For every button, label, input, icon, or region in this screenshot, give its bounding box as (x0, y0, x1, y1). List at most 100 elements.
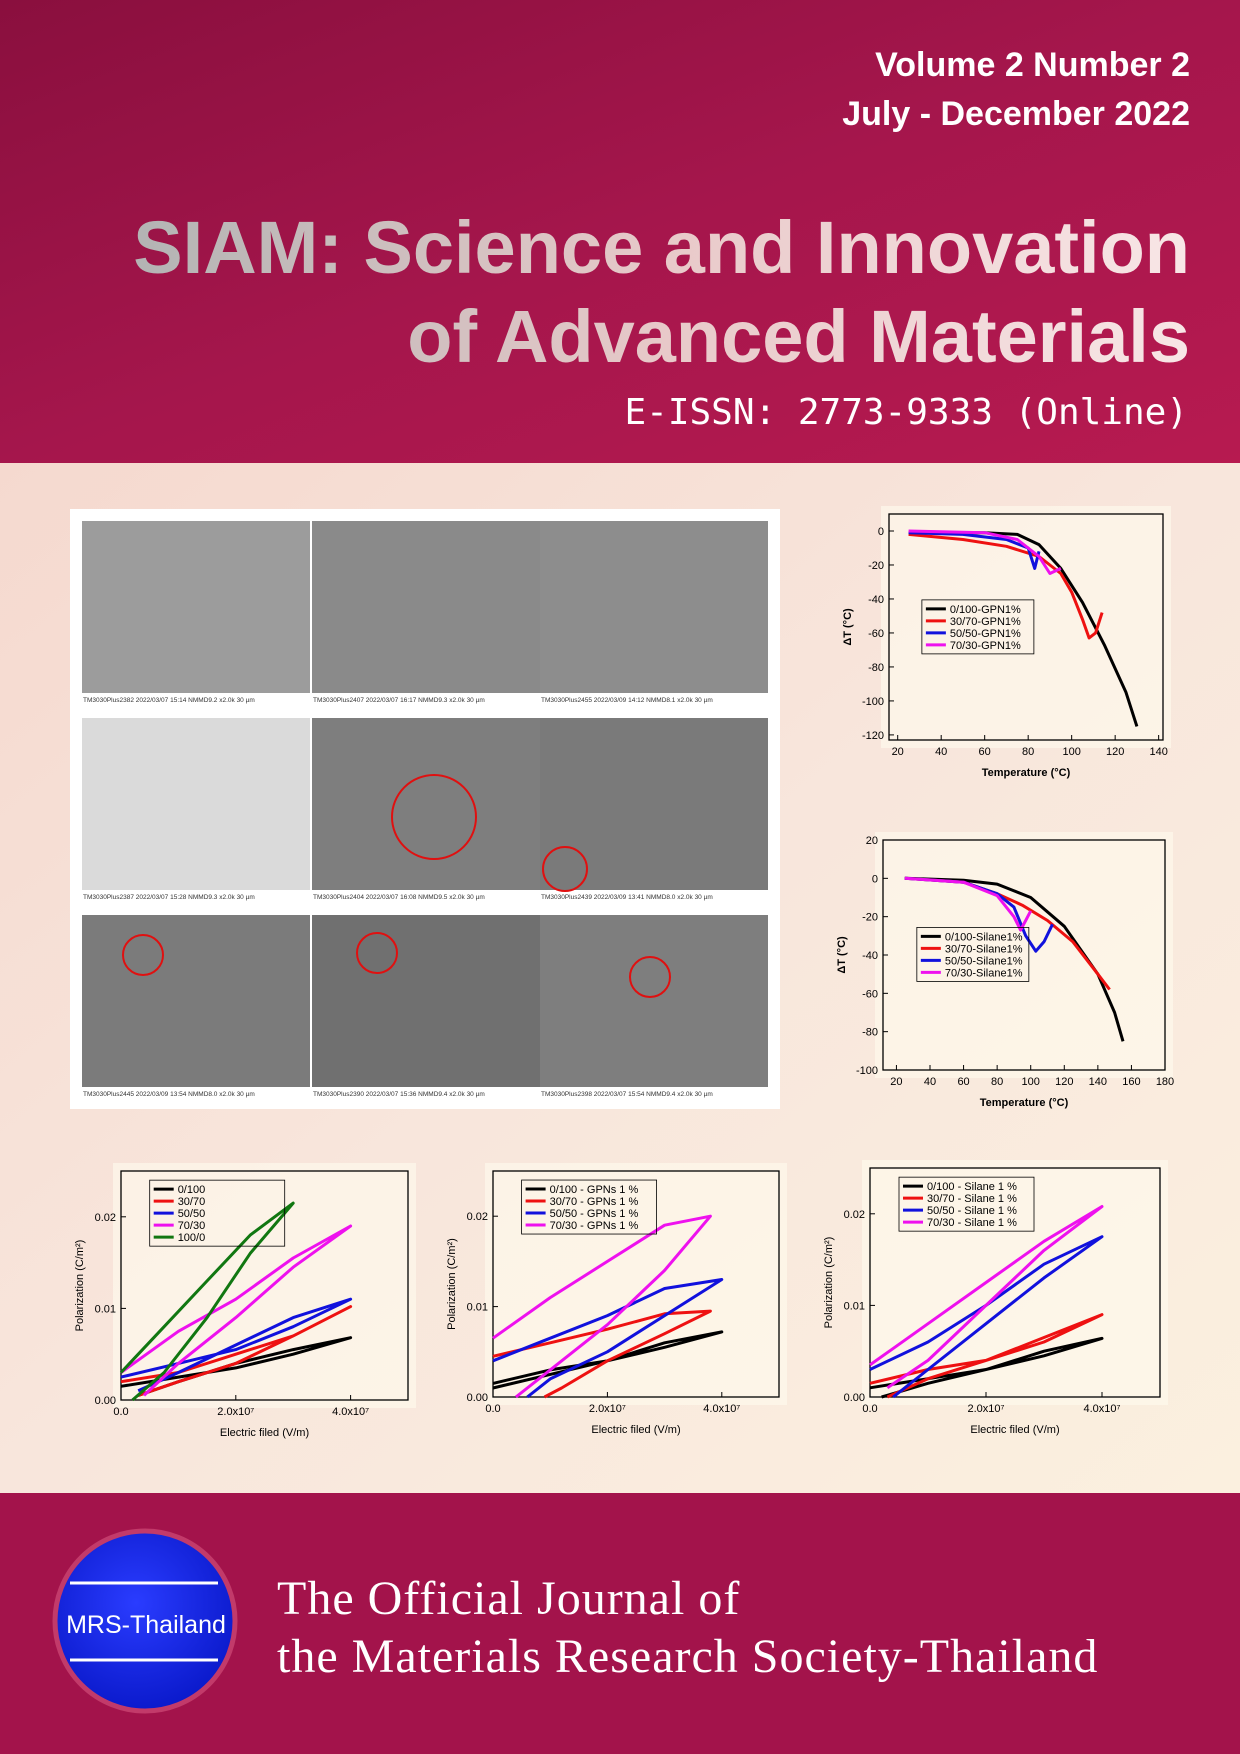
x-tick-label: 4.0x10⁷ (332, 1406, 369, 1418)
y-tick-label: 0 (872, 873, 878, 885)
header-band (0, 0, 1240, 463)
series-line (904, 876, 1125, 1042)
legend-box (149, 1179, 286, 1247)
x-axis-title: Electric filed (V/m) (220, 1427, 309, 1439)
series-line (492, 1309, 712, 1399)
legend-label: 30/70 - GPNs 1 % (550, 1196, 639, 1208)
y-tick-label: 0.02 (844, 1209, 865, 1221)
x-tick-label: 0.0 (485, 1403, 500, 1415)
x-tick-label: 100 (1022, 1076, 1040, 1088)
chart: 0.0 2.0x10⁷ 4.0x10⁷ 0.00 0.01 0.02 Electric fi… (823, 1160, 1168, 1436)
series-line (120, 1305, 353, 1397)
x-tick-label: 2.0x10⁷ (217, 1406, 254, 1418)
legend-label: 70/30 (178, 1220, 206, 1232)
y-tick-label: -60 (868, 628, 884, 640)
x-axis-title: Temperature (°C) (982, 767, 1071, 779)
sem-caption: TM3030Plus2398 2022/03/07 15:54 NMMD9.4 … (541, 1091, 713, 1098)
y-tick-label: 0.01 (95, 1303, 116, 1315)
y-axis-title: Polarization (C/m²) (74, 1240, 86, 1332)
y-axis-title: ΔT (°C) (836, 936, 848, 974)
y-tick-label: 20 (866, 835, 878, 847)
y-tick-label: -100 (862, 696, 884, 708)
legend-label: 30/70-Silane1% (945, 943, 1023, 955)
title-line: SIAM: Science and Innovation (133, 206, 1190, 289)
y-tick-label: 0.00 (95, 1395, 116, 1407)
sem-caption: TM3030Plus2382 2022/03/07 15:14 NMMD9.2 … (83, 697, 255, 704)
x-tick-label: 0.0 (113, 1406, 128, 1418)
sem-image (312, 915, 540, 1087)
legend-label: 30/70 - Silane 1 % (927, 1193, 1017, 1205)
chart: 0.0 2.0x10⁷ 4.0x10⁷ 0.00 0.01 0.02 Electric fi… (446, 1163, 787, 1436)
sem-image (540, 521, 768, 693)
legend-label: 0/100 (178, 1184, 206, 1196)
x-tick-label: 100 (1062, 746, 1080, 758)
footer-line: The Official Journal of (277, 1572, 740, 1625)
axes-frame (120, 1170, 409, 1401)
legend-box (921, 599, 1035, 655)
legend-label: 30/70-GPN1% (950, 616, 1021, 628)
y-tick-label: -80 (862, 1027, 878, 1039)
sem-image (82, 521, 310, 693)
x-tick-label: 60 (957, 1076, 969, 1088)
x-tick-label: 160 (1122, 1076, 1140, 1088)
x-tick-label: 0.0 (862, 1403, 877, 1415)
legend-label: 70/30 - Silane 1 % (927, 1217, 1017, 1229)
y-tick-label: 0.01 (467, 1302, 488, 1314)
series-line (904, 876, 1033, 932)
axes-frame (869, 1167, 1161, 1398)
y-tick-label: -40 (862, 950, 878, 962)
legend-label: 0/100-GPN1% (950, 604, 1021, 616)
y-tick-label: -40 (868, 594, 884, 606)
legend-box (916, 927, 1030, 982)
x-tick-label: 60 (979, 746, 991, 758)
title-line: of Advanced Materials (407, 295, 1190, 378)
series-line (908, 529, 1062, 575)
sem-caption: TM3030Plus2439 2022/03/09 13:41 NMMD8.0 … (541, 894, 713, 901)
sem-caption: TM3030Plus2407 2022/03/07 16:17 NMMD9.3 … (313, 697, 485, 704)
series-line (120, 1297, 353, 1393)
legend-label: 50/50-Silane1% (945, 955, 1023, 967)
x-tick-label: 140 (1089, 1076, 1107, 1088)
legend-label: 70/30-GPN1% (950, 640, 1021, 652)
legend-label: 0/100-Silane1% (945, 931, 1023, 943)
issn: E-ISSN: 2773-9333 (Online) (624, 392, 1188, 433)
sem-image (540, 718, 768, 890)
x-tick-label: 40 (924, 1076, 936, 1088)
series-line (492, 1214, 712, 1399)
legend-box (521, 1179, 657, 1235)
legend-label: 70/30-Silane1% (945, 967, 1023, 979)
highlight-circle (356, 932, 398, 974)
plot-area (881, 506, 1171, 748)
series-line (120, 1224, 353, 1397)
legend-label: 50/50-GPN1% (950, 628, 1021, 640)
y-tick-label: -20 (868, 560, 884, 572)
series-line (492, 1278, 724, 1399)
sem-image (312, 718, 540, 890)
plot-area (875, 832, 1173, 1078)
y-tick-label: 0.00 (467, 1392, 488, 1404)
x-tick-label: 4.0x10⁷ (703, 1403, 740, 1415)
sem-caption: TM3030Plus2387 2022/03/07 15:28 NMMD9.3 … (83, 894, 255, 901)
series-line (869, 1336, 1104, 1399)
sem-caption: TM3030Plus2404 2022/03/07 16:08 NMMD9.5 … (313, 894, 485, 901)
chart: 20 40 60 80 100 120 140 0 -20 -40 -60 -80 -100 -120 Te… (842, 506, 1171, 779)
sem-image (312, 521, 540, 693)
chart: 20 40 60 80 100 120 140 160 180200-20-40-60-80-1… (836, 832, 1174, 1109)
y-tick-label: 0 (878, 526, 884, 538)
highlight-circle (391, 774, 477, 860)
sem-caption: TM3030Plus2455 2022/03/09 14:12 NMMD8.1 … (541, 697, 713, 704)
x-tick-label: 120 (1106, 746, 1124, 758)
highlight-circle (542, 846, 588, 892)
plot-area (485, 1163, 787, 1405)
y-tick-label: -120 (862, 730, 884, 742)
x-tick-label: 2.0x10⁷ (589, 1403, 626, 1415)
sem-caption: TM3030Plus2390 2022/03/07 15:36 NMMD9.4 … (313, 1091, 485, 1098)
highlight-circle (629, 956, 671, 998)
x-tick-label: 20 (892, 746, 904, 758)
volume: Volume 2 Number 2 (875, 46, 1190, 84)
x-tick-label: 120 (1055, 1076, 1073, 1088)
sem-image (82, 718, 310, 890)
y-tick-label: 0.02 (467, 1211, 488, 1223)
